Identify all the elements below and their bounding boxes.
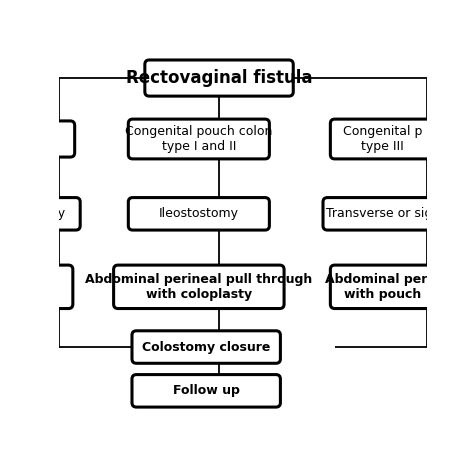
FancyBboxPatch shape xyxy=(27,265,73,309)
Text: Abdominal perineal pull through
with coloplasty: Abdominal perineal pull through with col… xyxy=(85,273,312,301)
Text: Ileostostomy: Ileostostomy xyxy=(159,207,239,220)
Text: Rectovaginal fistula: Rectovaginal fistula xyxy=(126,69,312,87)
Text: Transverse or sig: Transverse or sig xyxy=(326,207,432,220)
FancyBboxPatch shape xyxy=(330,119,435,159)
FancyBboxPatch shape xyxy=(24,198,80,230)
Text: n: n xyxy=(48,133,56,146)
FancyBboxPatch shape xyxy=(132,331,281,363)
FancyBboxPatch shape xyxy=(132,374,281,407)
FancyBboxPatch shape xyxy=(330,265,435,309)
FancyBboxPatch shape xyxy=(145,60,293,96)
Text: Follow up: Follow up xyxy=(173,384,240,397)
Text: Congenital p
type III: Congenital p type III xyxy=(343,125,422,153)
Text: omy: omy xyxy=(38,207,65,220)
Text: Congenital pouch colon
type I and II: Congenital pouch colon type I and II xyxy=(125,125,273,153)
FancyBboxPatch shape xyxy=(323,198,435,230)
FancyBboxPatch shape xyxy=(128,198,269,230)
Text: Colostomy closure: Colostomy closure xyxy=(142,340,270,354)
FancyBboxPatch shape xyxy=(128,119,269,159)
Text: Abdominal perin
with pouch: Abdominal perin with pouch xyxy=(325,273,440,301)
FancyBboxPatch shape xyxy=(29,121,75,157)
FancyBboxPatch shape xyxy=(114,265,284,309)
